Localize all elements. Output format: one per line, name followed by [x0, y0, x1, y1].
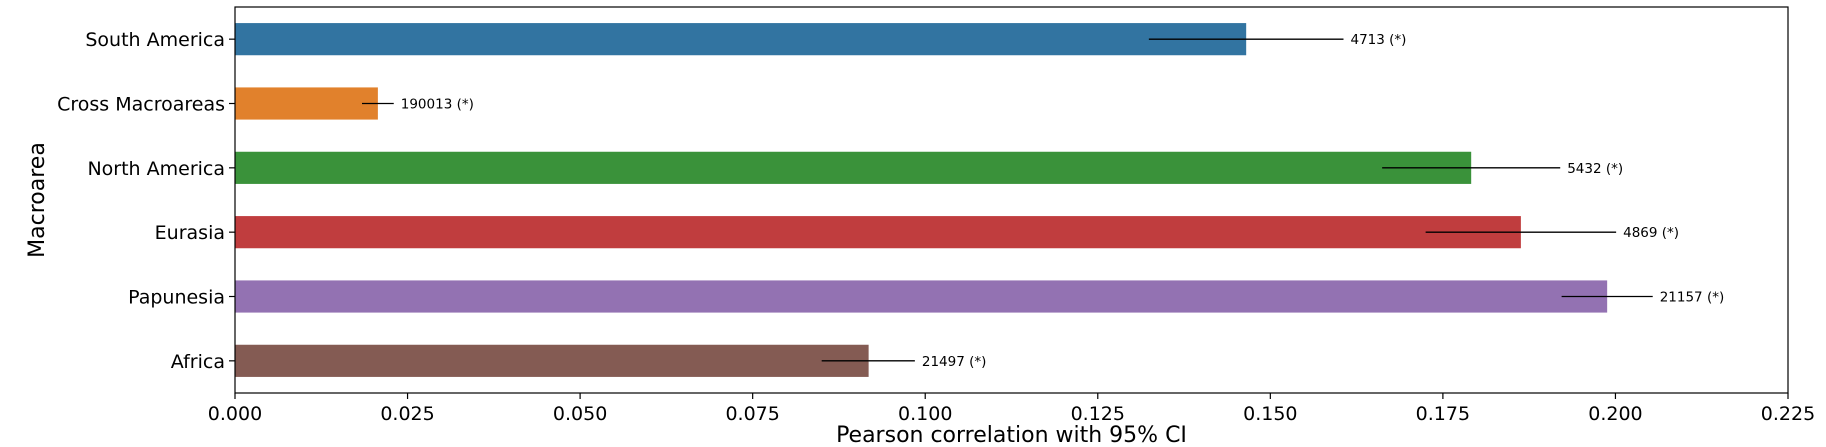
bar-annotation-0: 4713 (*): [1350, 32, 1406, 48]
x-tick-label-4: 0.100: [898, 403, 952, 425]
bars-layer: [235, 23, 1608, 377]
x-tick-label-7: 0.175: [1416, 403, 1470, 425]
y-category-label-3: Eurasia: [155, 222, 225, 244]
x-tick-label-6: 0.150: [1243, 403, 1297, 425]
y-category-label-5: Africa: [171, 351, 225, 373]
x-tick-label-3: 0.075: [725, 403, 779, 425]
y-category-label-4: Papunesia: [128, 287, 225, 309]
y-category-label-2: North America: [87, 158, 225, 180]
y-category-label-0: South America: [85, 29, 225, 51]
bar-annotation-3: 4869 (*): [1623, 225, 1679, 241]
bar-2: [235, 151, 1472, 184]
y-axis-title: Macroarea: [25, 142, 50, 258]
bar-3: [235, 216, 1521, 249]
bar-4: [235, 280, 1608, 313]
bar-annotation-4: 21157 (*): [1660, 290, 1725, 306]
bar-annotation-1: 190013 (*): [401, 97, 474, 113]
x-tick-label-8: 0.200: [1588, 403, 1642, 425]
annotations-layer: 4713 (*) 190013 (*) 5432 (*) 4869 (*) 21157 …: [401, 32, 1724, 370]
x-tick-label-1: 0.025: [380, 403, 434, 425]
y-category-label-1: Cross Macroareas: [57, 94, 225, 116]
x-axis-title: Pearson correlation with 95% CI: [836, 423, 1187, 447]
x-tick-label-9: 0.225: [1761, 403, 1815, 425]
bar-1: [235, 87, 378, 120]
x-tick-label-5: 0.125: [1071, 403, 1125, 425]
x-tick-label-2: 0.050: [553, 403, 607, 425]
plot-frame: [234, 6, 1789, 394]
bar-5: [235, 344, 869, 377]
bar-annotation-2: 5432 (*): [1567, 161, 1623, 177]
bar-0: [235, 23, 1247, 56]
x-tick-label-0: 0.000: [208, 403, 262, 425]
error-bars-layer: [362, 38, 1653, 362]
x-axis-ticks: 0.000 0.025 0.050 0.075 0.100 0.125 0.150 0.175…: [208, 393, 1815, 425]
y-axis-categories: South America Cross Macroareas North Ameri…: [57, 29, 235, 373]
bar-annotation-5: 21497 (*): [922, 354, 987, 370]
